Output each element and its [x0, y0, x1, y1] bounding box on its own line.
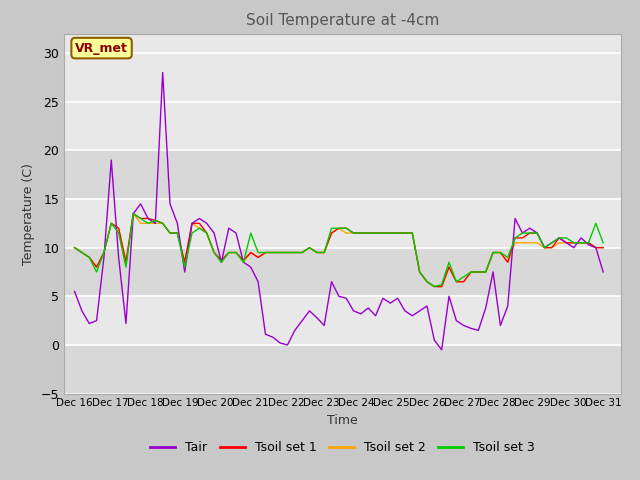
Legend: Tair, Tsoil set 1, Tsoil set 2, Tsoil set 3: Tair, Tsoil set 1, Tsoil set 2, Tsoil se…	[145, 436, 540, 459]
X-axis label: Time: Time	[327, 414, 358, 427]
Bar	[64, 345, 621, 394]
Title: Soil Temperature at -4cm: Soil Temperature at -4cm	[246, 13, 439, 28]
Bar	[64, 248, 621, 296]
Text: VR_met: VR_met	[75, 42, 128, 55]
Y-axis label: Temperature (C): Temperature (C)	[22, 163, 35, 264]
Bar	[64, 150, 621, 199]
